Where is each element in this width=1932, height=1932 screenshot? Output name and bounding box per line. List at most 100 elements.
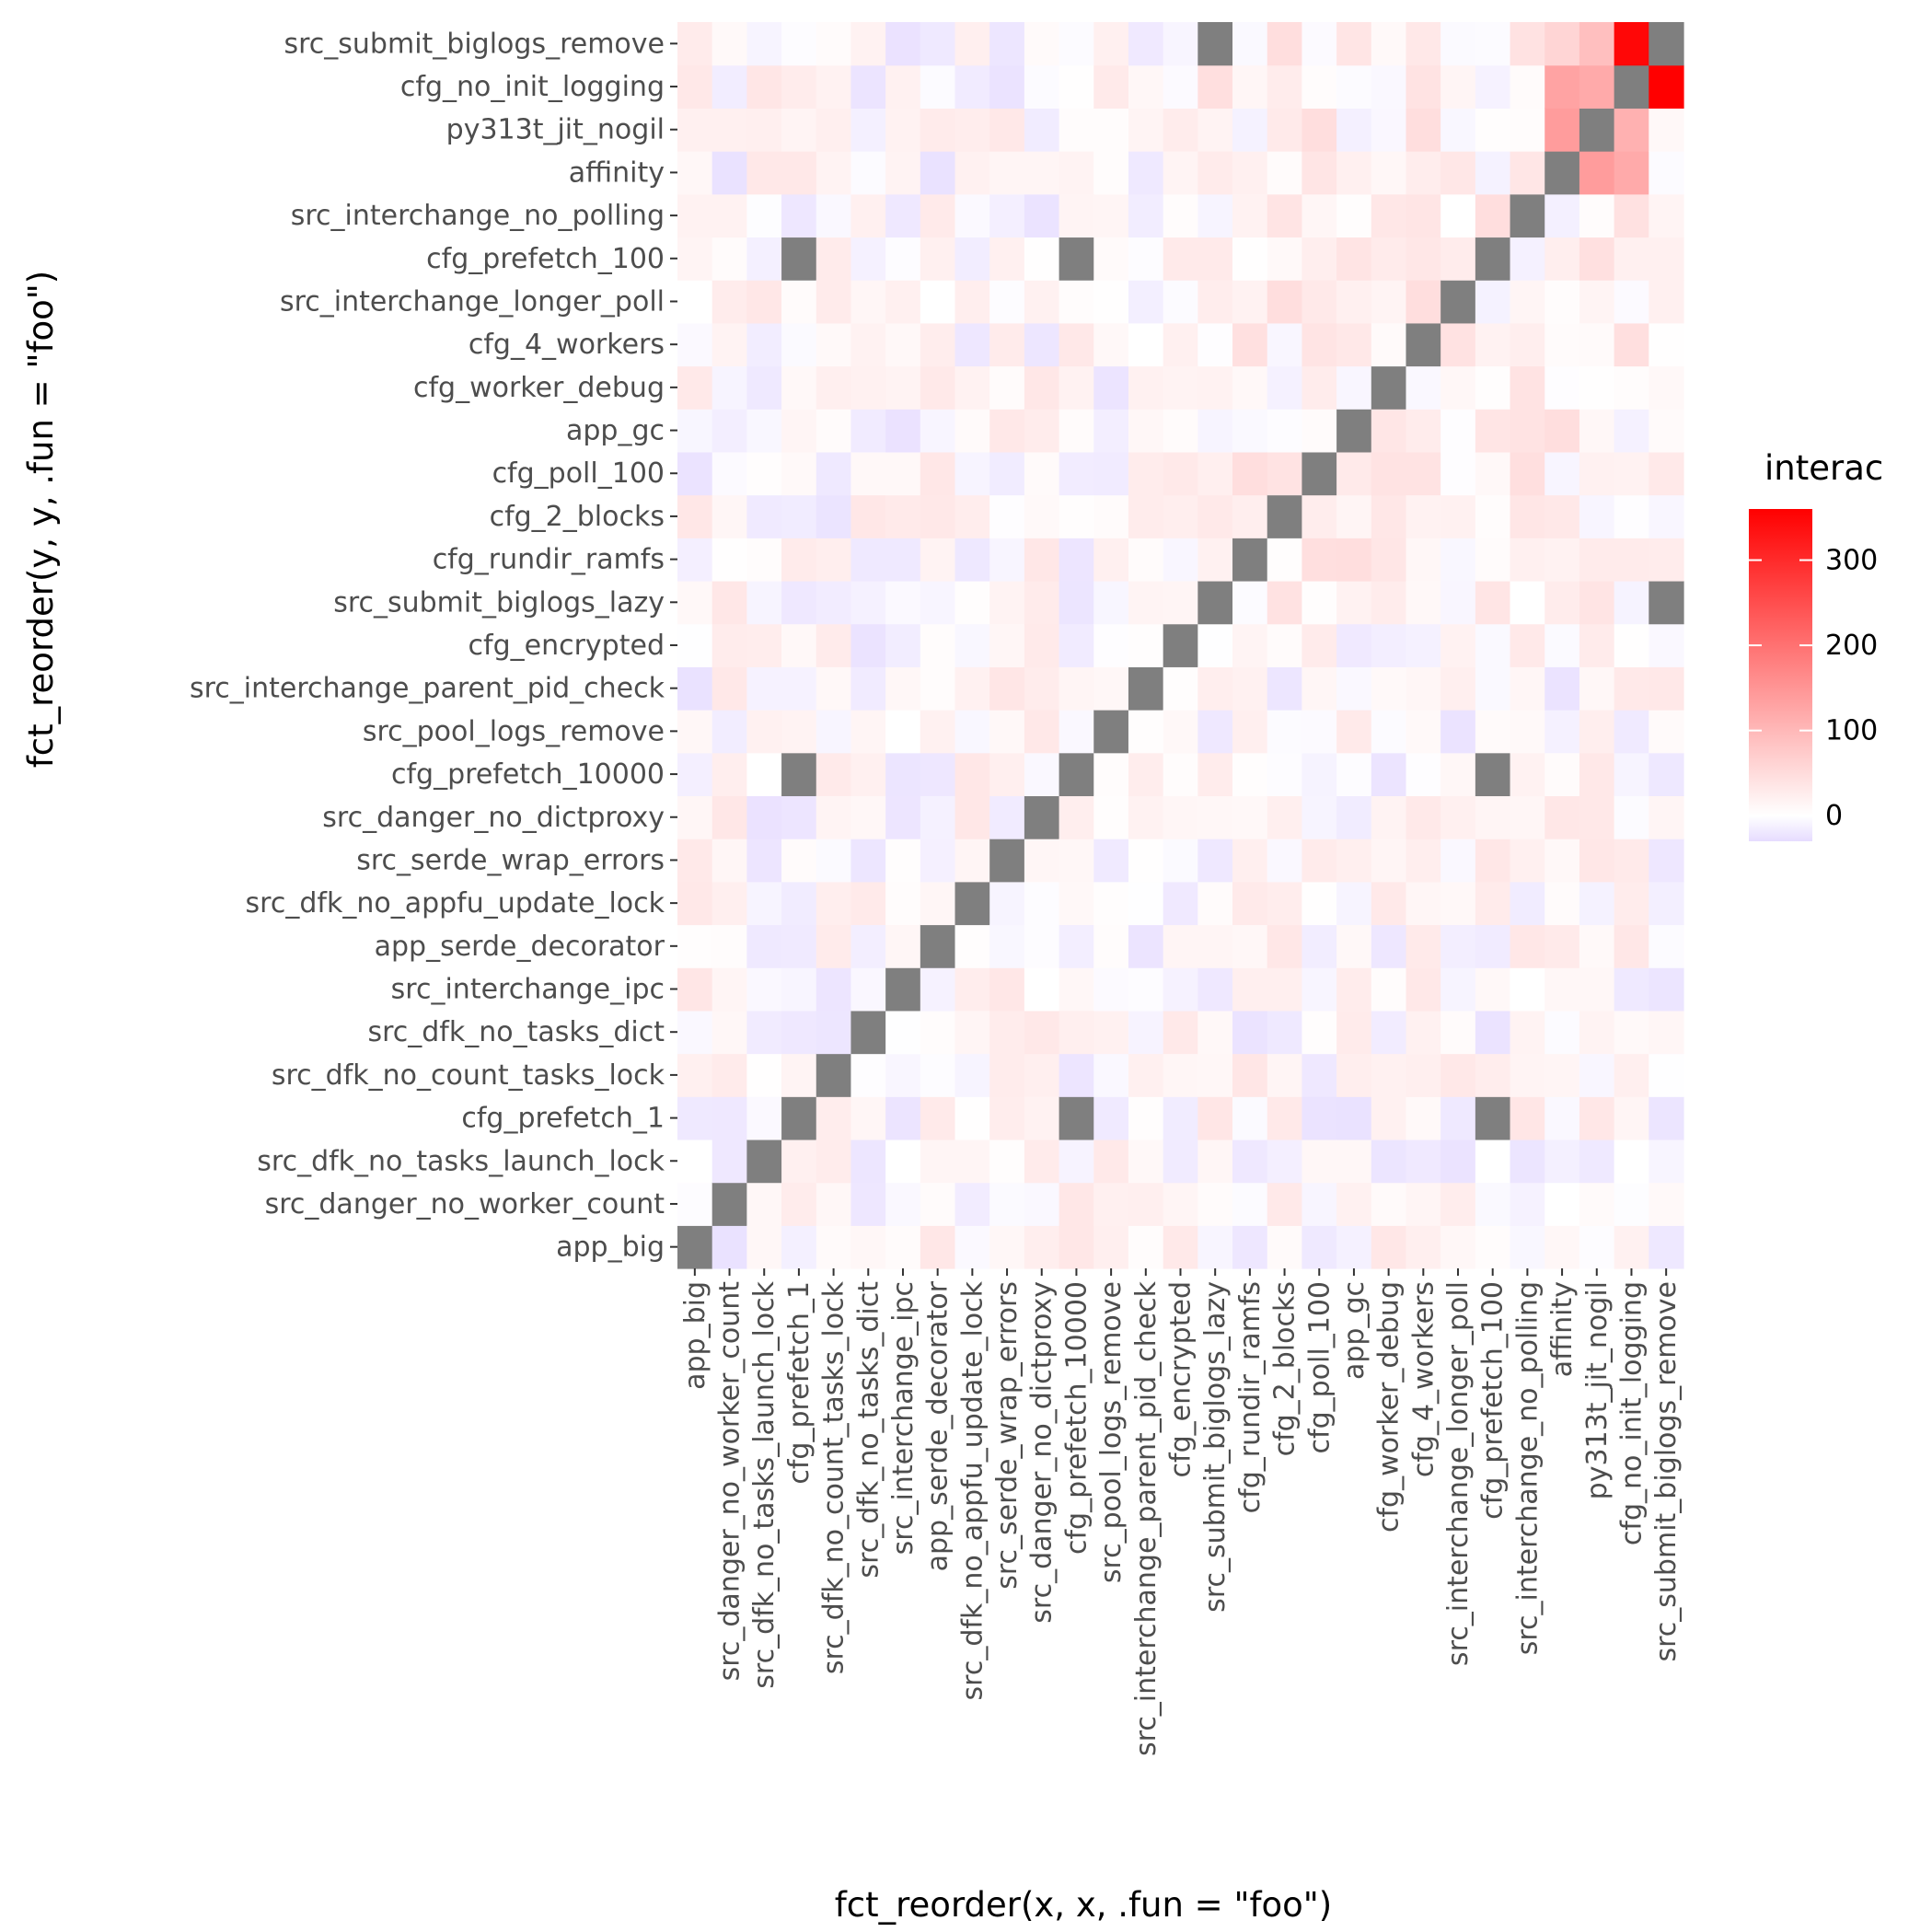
heatmap-cell [1336,451,1372,496]
heatmap-cell [746,322,782,367]
heatmap-cell [1128,451,1164,496]
heatmap-cell [1649,409,1684,453]
heatmap-cell [711,1053,747,1097]
heatmap-cell [781,494,817,538]
heatmap-cell [746,538,782,582]
heatmap-cell [1128,795,1164,839]
heatmap-cell [850,924,886,968]
heatmap-cell [1093,1182,1129,1226]
heatmap-cell [1128,322,1164,367]
heatmap-cell [1579,710,1615,754]
heatmap-cell [746,1139,782,1184]
heatmap-cell [1406,151,1441,195]
heatmap-cell [1163,839,1198,883]
heatmap-cell [1475,623,1511,667]
heatmap-cell [1440,580,1476,625]
heatmap-cell [746,1182,782,1226]
heatmap-cell [1197,924,1233,968]
heatmap-cell [1336,623,1372,667]
heatmap-cell [1059,1096,1094,1140]
heatmap-cell [1406,494,1441,538]
heatmap-cell [1510,1139,1545,1184]
heatmap-cell [746,237,782,281]
heatmap-cell [1510,108,1545,152]
heatmap-cell [1614,839,1649,883]
heatmap-cell [1371,1053,1407,1097]
heatmap-cell [1197,710,1233,754]
heatmap-cell [781,710,817,754]
y-tick-label: cfg_worker_debug [413,372,665,404]
heatmap-cell [1406,795,1441,839]
heatmap-cell [1510,22,1545,66]
heatmap-cell [850,967,886,1012]
heatmap-cell [1440,538,1476,582]
heatmap-cell [1614,666,1649,711]
y-tick-label: src_interchange_no_polling [291,200,665,232]
x-tick-label: src_interchange_ipc [887,1281,920,1555]
heatmap-cell [1579,1096,1615,1140]
heatmap-cell [1336,924,1372,968]
heatmap-cell [1024,494,1060,538]
heatmap-cell [1579,839,1615,883]
heatmap-cell [850,538,886,582]
heatmap-cell [1475,1010,1511,1055]
heatmap-cell [1649,193,1684,238]
heatmap-cell [1024,280,1060,324]
heatmap-cell [711,494,747,538]
x-tick-label: src_dfk_no_count_tasks_lock [818,1280,850,1674]
heatmap-cell [1336,881,1372,926]
heatmap-cell [1649,1182,1684,1226]
heatmap-cell [1059,710,1094,754]
heatmap-cell [1163,924,1198,968]
heatmap-cell [1093,839,1129,883]
heatmap-cell [1440,22,1476,66]
heatmap-cell [1093,623,1129,667]
heatmap-cell [781,1225,817,1269]
heatmap-cell [850,1053,886,1097]
heatmap-cell [1614,1053,1649,1097]
heatmap-cell [1336,322,1372,367]
heatmap-cell [781,1139,817,1184]
heatmap-cell [954,881,990,926]
heatmap-cell [1440,1010,1476,1055]
heatmap-cell [1301,752,1337,797]
x-tick-label: cfg_prefetch_10000 [1060,1281,1093,1555]
heatmap-cell [850,580,886,625]
y-tick-label: src_dfk_no_count_tasks_lock [272,1059,665,1092]
heatmap-cell [1163,1053,1198,1097]
heatmap-cell [746,409,782,453]
heatmap-cell [1059,22,1094,66]
heatmap-cell [1475,752,1511,797]
heatmap-cell [1371,494,1407,538]
heatmap-cell [1475,237,1511,281]
heatmap-cell [1614,494,1649,538]
heatmap-cell [920,580,956,625]
heatmap-cell [1024,64,1060,109]
heatmap-cell [1440,280,1476,324]
heatmap-cell [1232,1225,1268,1269]
heatmap-cell [677,538,713,582]
y-tick-label: cfg_prefetch_100 [426,243,665,275]
heatmap-cell [1510,538,1545,582]
heatmap-cell [1301,365,1337,410]
heatmap-cell [816,64,852,109]
heatmap-cell [1371,538,1407,582]
heatmap-cell [1093,280,1129,324]
heatmap-cell [1510,151,1545,195]
heatmap-cell [1232,666,1268,711]
heatmap-cell [1475,710,1511,754]
x-tick-label: affinity [1546,1281,1579,1377]
heatmap-cell [746,881,782,926]
legend-break-label: 100 [1825,715,1878,747]
heatmap-cell [1614,1010,1649,1055]
heatmap-cell [1579,280,1615,324]
heatmap-cell [1024,365,1060,410]
heatmap-cell [1128,494,1164,538]
heatmap-cell [1544,752,1580,797]
heatmap-cell [1163,538,1198,582]
heatmap-cell [1440,839,1476,883]
heatmap-cell [1267,280,1303,324]
y-tick-label: cfg_no_init_logging [400,71,665,103]
heatmap-cell [1475,1096,1511,1140]
heatmap-cell [1406,322,1441,367]
